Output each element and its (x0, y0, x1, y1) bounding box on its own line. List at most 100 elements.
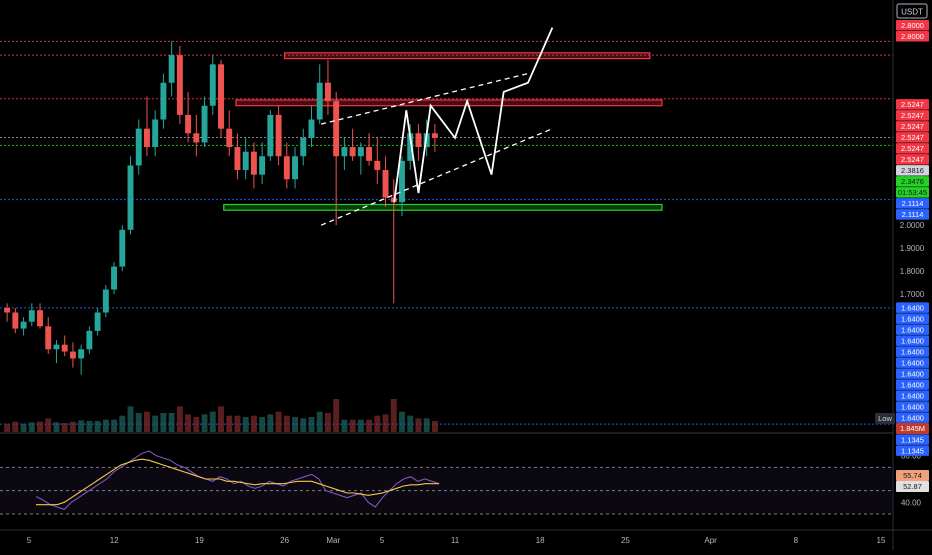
candle-body (308, 119, 315, 138)
candle-body (250, 151, 257, 175)
candle-body (300, 137, 307, 157)
candle (69, 342, 76, 368)
candle (111, 261, 118, 295)
candle (333, 91, 340, 226)
price-badge (896, 31, 929, 42)
candle (226, 110, 233, 157)
currency-button[interactable] (896, 3, 928, 19)
volume-bar (431, 421, 438, 432)
candle-body (78, 349, 85, 359)
candle (357, 142, 364, 175)
candle-body (28, 310, 35, 322)
candle (292, 147, 298, 189)
resistance-zone[interactable] (284, 52, 651, 60)
candle (37, 303, 43, 329)
candle (415, 124, 422, 161)
volume-bar (283, 415, 290, 432)
candle-body (275, 114, 282, 157)
rsi-value-label: 55.74 (903, 471, 922, 480)
price-badge-label: 1.6400 (901, 303, 924, 312)
price-badge-label: 2.1114 (902, 199, 924, 208)
candle (366, 133, 373, 166)
candle-body (102, 289, 109, 313)
price-badge (896, 132, 929, 143)
candle (53, 340, 60, 364)
price-badge (896, 302, 929, 313)
price-badge (896, 445, 929, 456)
price-badge-label: 1.6400 (901, 358, 924, 367)
volume-bar (357, 419, 364, 432)
price-badge (896, 335, 929, 346)
candle-body (316, 82, 323, 120)
volume-bar (193, 417, 200, 432)
volume-bar (160, 413, 167, 432)
candle-body (135, 128, 142, 166)
support-zone[interactable] (223, 203, 663, 211)
volume-bar (201, 414, 208, 432)
volume-bar (333, 399, 340, 432)
price-badge (896, 121, 929, 132)
candle-body (226, 128, 233, 148)
volume-bar (300, 418, 307, 432)
volume-bar (390, 399, 397, 432)
volume-bar (292, 417, 298, 432)
candle-body (357, 147, 364, 157)
price-badge-label: 2.5247 (901, 100, 924, 109)
volume-bar (12, 421, 19, 432)
volume-bar (69, 421, 76, 432)
projection-path[interactable] (393, 27, 554, 203)
volume-bar (127, 406, 134, 432)
candle-body (127, 165, 134, 230)
candle-body (37, 310, 43, 327)
price-badge (896, 357, 929, 368)
candle-body (168, 55, 175, 83)
resistance-zone[interactable] (235, 99, 663, 107)
candle (144, 96, 150, 157)
channel-lower-line[interactable] (320, 128, 553, 226)
candle (94, 307, 101, 336)
candle (152, 110, 159, 157)
rsi-line (35, 450, 440, 510)
volume-bar (407, 415, 414, 432)
price-badge (896, 187, 929, 198)
candle (275, 105, 282, 166)
candle-body (20, 321, 27, 329)
price-badge (896, 324, 929, 335)
volume-bar (28, 422, 35, 432)
price-badge-label: 2.5247 (901, 155, 924, 164)
candle-body (12, 312, 19, 329)
candle (45, 317, 52, 354)
volume-bar (61, 423, 68, 432)
candle-body (69, 351, 76, 359)
volume-bar (176, 406, 183, 432)
candle-body (111, 266, 118, 290)
time-tick-label: 12 (110, 536, 119, 545)
candle (283, 142, 290, 189)
volume-bar (135, 413, 142, 432)
candle-body (407, 133, 414, 161)
price-badge (896, 99, 929, 110)
candle (20, 317, 27, 336)
price-badge-label: 1.6400 (901, 325, 924, 334)
volume-bar (275, 411, 282, 432)
candle (399, 156, 405, 216)
candle-body (119, 229, 126, 267)
candle-body (193, 133, 200, 143)
volume-bar (168, 413, 175, 432)
candle-body (324, 82, 331, 102)
volume-bar (218, 406, 224, 432)
price-tick-label: 1.7000 (900, 290, 925, 299)
candle (168, 41, 175, 97)
price-badge (896, 346, 929, 357)
candle-body (349, 147, 356, 157)
volume-bar (250, 415, 257, 432)
price-badge-label: 1.6400 (901, 380, 924, 389)
volume-bar (20, 423, 27, 432)
volume-bar (316, 411, 323, 432)
price-badge-label: 1.6400 (901, 336, 924, 345)
volume-bar (259, 417, 266, 432)
volume-bars (4, 399, 438, 432)
volume-bar (78, 420, 85, 432)
price-badge-label: 2.8000 (901, 21, 924, 30)
